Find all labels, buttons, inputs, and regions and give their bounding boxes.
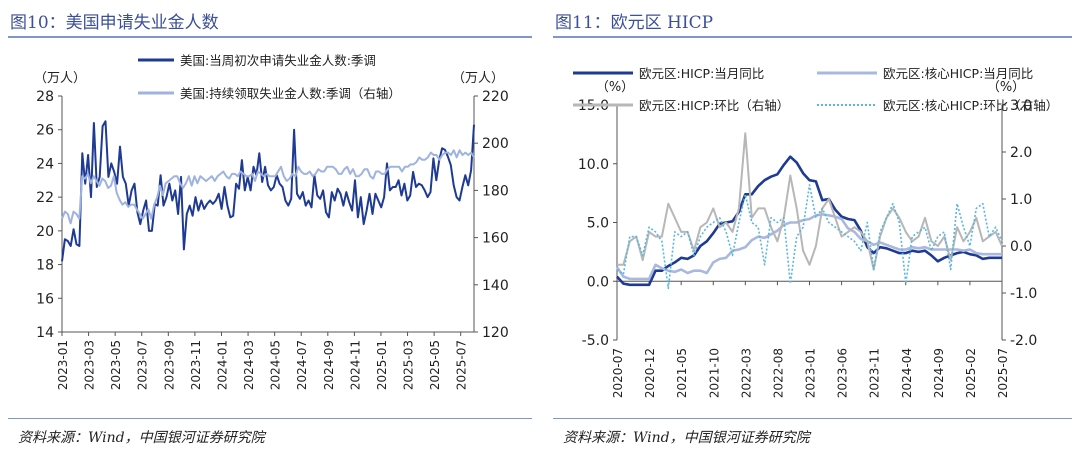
series-line-1 xyxy=(61,120,475,262)
left-y-tick-label: 0.0 xyxy=(587,274,609,290)
x-tick-label: 2024-07 xyxy=(295,340,309,390)
chart-title: 图10：美国申请失业金人数 xyxy=(10,13,219,33)
series-line-2 xyxy=(615,213,1002,281)
left-y-tick-label: 18 xyxy=(36,258,54,274)
x-tick-label: 2022-03 xyxy=(739,348,753,398)
right-y-tick-label: -2.0 xyxy=(1010,333,1037,349)
right-y-tick-label: 180 xyxy=(482,183,509,199)
series-line-3 xyxy=(617,132,1003,271)
series-line-1 xyxy=(616,155,1002,287)
hicp-chart: -5.00.05.010.015.0-2.0-1.00.01.02.03.0（%… xyxy=(573,66,1058,398)
right-y-unit: （万人） xyxy=(452,71,504,86)
right-y-tick-label: 2.0 xyxy=(1010,145,1032,161)
legend-label: 欧元区:HICP:当月同比 xyxy=(639,66,764,81)
x-tick-label: 2025-07 xyxy=(455,340,469,390)
x-tick-label: 2020-12 xyxy=(643,348,657,398)
right-y-tick-label: -1.0 xyxy=(1010,286,1037,302)
left-y-tick-label: 26 xyxy=(36,123,54,139)
legend-label: 欧元区:核心HICP:环比（右轴） xyxy=(883,98,1058,113)
x-tick-label: 2025-07 xyxy=(996,348,1010,398)
x-tick-label: 2022-08 xyxy=(771,348,785,398)
left-y-tick-label: 14 xyxy=(36,325,54,341)
footer-divider xyxy=(553,418,1072,419)
left-y-tick-label: 22 xyxy=(36,190,54,206)
right-y-unit: （%） xyxy=(987,80,1025,95)
legend-label: 美国:当周初次申请失业金人数:季调 xyxy=(180,53,376,68)
x-tick-label: 2023-11 xyxy=(868,348,882,398)
x-tick-label: 2024-03 xyxy=(242,340,256,390)
x-tick-label: 2024-09 xyxy=(322,340,336,390)
left-y-tick-label: 10.0 xyxy=(578,157,609,173)
legend-label: 美国:持续领取失业金人数:季调（右轴） xyxy=(180,86,401,101)
x-tick-label: 2024-11 xyxy=(348,340,362,390)
x-tick-label: 2025-02 xyxy=(964,348,978,398)
right-y-tick-label: 200 xyxy=(482,136,509,152)
left-y-tick-label: 20 xyxy=(36,224,54,240)
footer-divider xyxy=(8,418,532,419)
right-y-tick-label: 3.0 xyxy=(1010,98,1032,114)
left-y-tick-label: 16 xyxy=(36,291,54,307)
right-y-tick-label: 220 xyxy=(482,89,509,105)
left-y-tick-label: -5.0 xyxy=(582,333,609,349)
right-y-tick-label: 140 xyxy=(482,278,509,294)
x-tick-label: 2023-03 xyxy=(83,340,97,390)
left-chart-panel: 图10：美国申请失业金人数 14 16 18 20 22 24 26 28 120 140 160 1… xyxy=(8,13,532,446)
legend-label: 欧元区:核心HICP:当月同比 xyxy=(883,66,1033,81)
x-tick-label: 2023-05 xyxy=(109,340,123,390)
x-tick-label: 2024-05 xyxy=(269,340,283,390)
right-y-tick-label: 0.0 xyxy=(1010,239,1032,255)
x-tick-label: 2021-05 xyxy=(675,348,689,398)
x-tick-label: 2023-07 xyxy=(136,340,150,390)
x-tick-label: 2020-07 xyxy=(611,348,625,398)
x-tick-label: 2025-03 xyxy=(402,340,416,390)
title-divider xyxy=(553,36,1072,38)
chart-title: 图11：欧元区 HICP xyxy=(555,13,714,33)
left-y-unit: （%） xyxy=(596,80,634,95)
right-y-tick-label: 120 xyxy=(482,325,509,341)
title-divider xyxy=(8,36,532,38)
x-tick-label: 2023-01 xyxy=(804,348,818,398)
source-note: 资料来源：Wind，中国银河证券研究院 xyxy=(563,430,810,446)
right-chart-panel: 图11：欧元区 HICP -5.00.05.010.015.0-2.0-1.00… xyxy=(545,0,1080,458)
x-tick-label: 2024-04 xyxy=(900,348,914,398)
legend-label: 欧元区:HICP:环比（右轴） xyxy=(639,98,789,113)
left-y-unit: （万人） xyxy=(34,71,86,86)
jobless-claims-chart: 14 16 18 20 22 24 26 28 120 140 160 180 200 220 （万人） （万… xyxy=(34,53,509,390)
left-y-tick-label: 24 xyxy=(36,156,54,172)
x-tick-label: 2021-10 xyxy=(707,348,721,398)
x-tick-label: 2023-01 xyxy=(56,340,70,390)
series-line-2 xyxy=(61,149,475,225)
right-y-tick-label: 160 xyxy=(482,231,509,247)
x-tick-label: 2025-05 xyxy=(428,340,442,390)
x-tick-label: 2025-01 xyxy=(375,340,389,390)
x-tick-label: 2023-09 xyxy=(162,340,176,390)
left-y-tick-label: 28 xyxy=(36,89,54,105)
left-y-tick-label: 5.0 xyxy=(587,216,609,232)
series-line-4 xyxy=(616,184,1003,290)
x-tick-label: 2023-06 xyxy=(836,348,850,398)
source-note: 资料来源：Wind，中国银河证券研究院 xyxy=(18,430,265,446)
right-y-tick-label: 1.0 xyxy=(1010,192,1032,208)
x-tick-label: 2024-01 xyxy=(215,340,229,390)
x-tick-label: 2024-09 xyxy=(932,348,946,398)
x-tick-label: 2023-11 xyxy=(189,340,203,390)
